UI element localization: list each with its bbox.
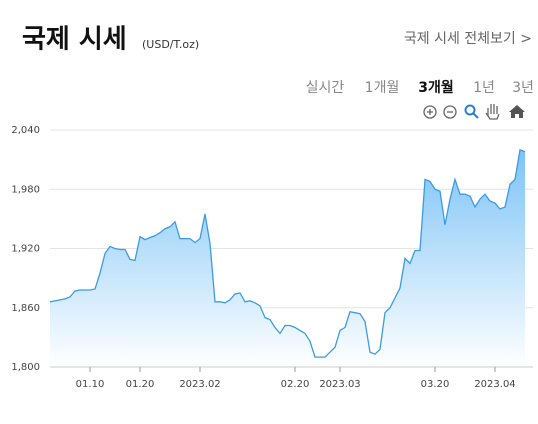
chart-tools: [423, 104, 525, 120]
unit: (USD/T.oz): [142, 38, 199, 51]
y-tick-label: 1,980: [11, 184, 40, 195]
x-tick-label: 2023.04: [474, 379, 515, 390]
x-tick-label: 02.20: [281, 379, 310, 390]
y-tick-label: 1,800: [11, 362, 40, 373]
area-fill: [50, 149, 525, 367]
period-tab[interactable]: 3년: [512, 80, 534, 96]
period-tab[interactable]: 1년: [473, 80, 495, 96]
view-all-link[interactable]: 국제 시세 전체보기 >: [404, 31, 532, 47]
magnify-button[interactable]: [464, 104, 479, 119]
period-tabs: 실시간 1개월 3개월 1년 3년: [306, 79, 534, 96]
x-tick-label: 01.10: [76, 379, 105, 390]
zoom-in-button[interactable]: [423, 105, 437, 119]
title: 국제 시세: [22, 25, 127, 55]
x-tick-label: 2023.03: [319, 379, 360, 390]
zoom-out-button[interactable]: [443, 105, 457, 119]
home-button[interactable]: [509, 105, 525, 118]
period-tab[interactable]: 실시간: [306, 80, 345, 96]
price-line: [49, 148, 526, 358]
plot: 1,800 1,860 1,920 1,980 2,040 01.10 01.20 2023.…: [11, 125, 533, 390]
period-tab[interactable]: 1개월: [365, 80, 400, 96]
period-tab[interactable]: 3개월: [418, 79, 454, 96]
x-tick-label: 01.20: [126, 379, 155, 390]
x-tick-label: 2023.02: [179, 379, 220, 390]
y-tick-label: 2,040: [11, 125, 40, 136]
y-tick-label: 1,860: [11, 303, 40, 314]
y-tick-label: 1,920: [11, 244, 40, 255]
x-tick-label: 03.20: [421, 379, 450, 390]
pan-button[interactable]: [485, 104, 500, 120]
